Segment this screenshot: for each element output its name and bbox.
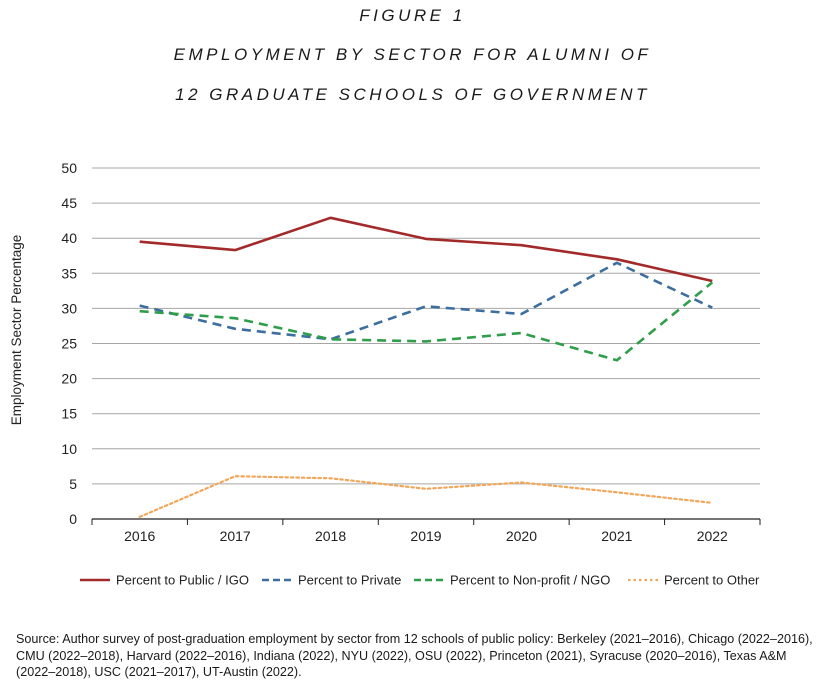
y-tick-label: 5 (69, 476, 77, 492)
y-tick-label: 10 (61, 441, 77, 457)
legend-label-3: Percent to Non-profit / NGO (450, 573, 610, 588)
figure-label: FIGURE 1 (359, 6, 466, 25)
y-tick-label: 15 (61, 406, 77, 422)
y-tick-label: 50 (61, 160, 77, 176)
y-tick-label: 40 (61, 230, 77, 246)
y-tick-label: 0 (69, 511, 77, 527)
series-line-1 (139, 216, 713, 283)
y-tick-label: 45 (61, 195, 77, 211)
x-tick-label: 2019 (410, 528, 441, 544)
legend-label-2: Percent to Private (298, 573, 401, 588)
y-axis-label: Employment Sector Percentage (9, 235, 24, 426)
y-tick-label: 25 (61, 336, 77, 352)
legend-label-1: Percent to Public / IGO (116, 573, 249, 588)
series-lines (138, 216, 714, 519)
x-tick-label: 2017 (220, 528, 251, 544)
x-tick-label: 2021 (601, 528, 632, 544)
y-tick-label: 35 (61, 265, 77, 281)
series-line-2 (139, 261, 713, 341)
y-tick-label: 20 (61, 371, 77, 387)
x-tick-label: 2022 (697, 528, 728, 544)
y-axis-ticks: 0 5 10 15 20 25 30 35 40 45 50 (61, 160, 77, 527)
source-note: Source: Author survey of post-graduation… (16, 632, 813, 679)
series-line-3 (139, 281, 714, 362)
x-tick-label: 2018 (315, 528, 346, 544)
x-tick-label: 2016 (124, 528, 155, 544)
legend-label-4: Percent to Other (664, 573, 760, 588)
chart-title-line-2: 12 GRADUATE SCHOOLS OF GOVERNMENT (175, 85, 650, 104)
series-line-4 (138, 475, 714, 519)
chart-title-line-1: EMPLOYMENT BY SECTOR FOR ALUMNI OF (173, 45, 652, 64)
line-chart: 0 5 10 15 20 25 30 35 40 45 50 2016 2017 2018 2019 202… (9, 160, 761, 588)
y-tick-label: 30 (61, 300, 77, 316)
x-tick-label: 2020 (506, 528, 537, 544)
legend: Percent to Public / IGO Percent to Privat… (80, 573, 760, 588)
gridlines (92, 167, 760, 485)
x-axis: 2016 2017 2018 2019 2020 2021 2022 (91, 518, 761, 544)
